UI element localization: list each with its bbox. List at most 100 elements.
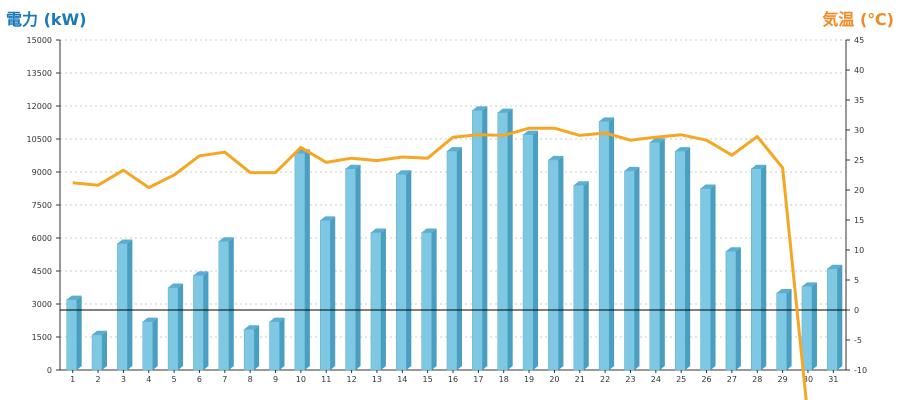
- left-axis-title: 電力 (kW): [6, 10, 87, 29]
- right-tick-label: 20: [854, 186, 864, 195]
- bar-side: [228, 237, 234, 370]
- x-tick-label: 7: [222, 375, 227, 384]
- x-tick-label: 5: [172, 375, 177, 384]
- bar-side: [431, 228, 437, 370]
- x-tick-label: 19: [524, 375, 534, 384]
- right-tick-label: 40: [854, 66, 864, 75]
- x-tick-label: 10: [296, 375, 306, 384]
- bar-side: [279, 317, 285, 370]
- x-tick-label: 3: [121, 375, 126, 384]
- bar-top: [66, 295, 82, 300]
- right-tick-label: 30: [854, 126, 864, 135]
- bar-side: [583, 181, 589, 370]
- bar-top: [269, 317, 285, 322]
- x-tick-label: 4: [146, 375, 151, 384]
- left-tick-label: 7500: [32, 201, 52, 210]
- bar-top: [624, 166, 640, 171]
- bar-side: [76, 295, 82, 370]
- bar-top: [396, 170, 412, 175]
- bar-side: [203, 271, 209, 370]
- left-tick-label: 9000: [32, 168, 52, 177]
- right-tick-label: 10: [854, 246, 864, 255]
- x-tick-label: 18: [499, 375, 509, 384]
- bar-side: [507, 108, 513, 370]
- bar: [472, 110, 483, 371]
- bar: [725, 250, 737, 371]
- bar-side: [178, 283, 184, 370]
- right-tick-label: -10: [854, 366, 867, 375]
- x-tick-label: 16: [448, 375, 458, 384]
- x-tick-label: 15: [423, 375, 433, 384]
- bar-top: [92, 330, 108, 335]
- bar-side: [558, 155, 564, 370]
- bar-side: [685, 147, 691, 370]
- right-tick-label: 15: [854, 216, 864, 225]
- x-tick-label: 29: [778, 375, 788, 384]
- bar-side: [127, 239, 133, 370]
- left-tick-label: 12000: [27, 102, 52, 111]
- bar-top: [117, 239, 133, 244]
- bar-side: [533, 130, 539, 370]
- bar-top: [218, 237, 234, 242]
- bar: [446, 150, 458, 371]
- x-tick-label: 1: [70, 375, 75, 384]
- bar-side: [761, 164, 767, 370]
- bar: [598, 121, 610, 371]
- bar: [117, 243, 128, 371]
- bar-top: [548, 155, 564, 160]
- bar-top: [497, 108, 513, 113]
- x-tick-label: 12: [346, 375, 356, 384]
- bar-side: [380, 228, 386, 370]
- bar-side: [304, 149, 310, 370]
- bar-top: [523, 130, 539, 135]
- x-tick-label: 28: [752, 375, 762, 384]
- bar-side: [837, 264, 843, 370]
- x-tick-label: 31: [828, 375, 838, 384]
- x-tick-label: 30: [803, 375, 813, 384]
- bar: [573, 184, 585, 371]
- x-tick-label: 27: [727, 375, 737, 384]
- bar-top: [421, 228, 437, 233]
- left-tick-label: 1500: [32, 333, 52, 342]
- x-tick-label: 21: [575, 375, 585, 384]
- bar-top: [447, 147, 462, 152]
- bar-side: [482, 106, 488, 371]
- bar-side: [609, 117, 615, 371]
- bar: [497, 112, 508, 371]
- bar-side: [457, 147, 462, 370]
- right-tick-label: 5: [854, 276, 859, 285]
- bar: [370, 232, 382, 371]
- left-tick-label: 4500: [32, 267, 52, 276]
- bar-top: [599, 117, 615, 122]
- bar: [624, 170, 635, 371]
- temperature-line: [72, 126, 808, 400]
- bar-top: [700, 184, 716, 189]
- bar: [827, 268, 838, 371]
- right-axis-title: 気温 (℃): [822, 10, 894, 29]
- x-tick-label: 11: [321, 375, 331, 384]
- bar: [700, 188, 711, 371]
- bar-top: [801, 282, 817, 287]
- bar-side: [786, 289, 792, 370]
- left-tick-label: 6000: [32, 234, 52, 243]
- bar-top: [827, 264, 843, 269]
- bar-side: [355, 164, 361, 370]
- x-tick-label: 22: [600, 375, 610, 384]
- right-tick-label: 0: [854, 306, 859, 315]
- x-tick-label: 24: [651, 375, 661, 384]
- x-tick-label: 14: [397, 375, 407, 384]
- bar-top: [573, 181, 589, 186]
- bar: [421, 232, 432, 371]
- left-tick-label: 15000: [27, 36, 52, 45]
- x-tick-label: 8: [248, 375, 253, 384]
- bar-side: [634, 166, 640, 370]
- bar-side: [710, 184, 716, 370]
- bar-top: [345, 164, 361, 169]
- bar: [345, 168, 356, 371]
- left-tick-label: 0: [47, 366, 52, 375]
- bar-side: [330, 216, 336, 370]
- right-tick-label: 45: [854, 36, 864, 45]
- bar: [801, 286, 813, 371]
- bar-top: [725, 247, 741, 252]
